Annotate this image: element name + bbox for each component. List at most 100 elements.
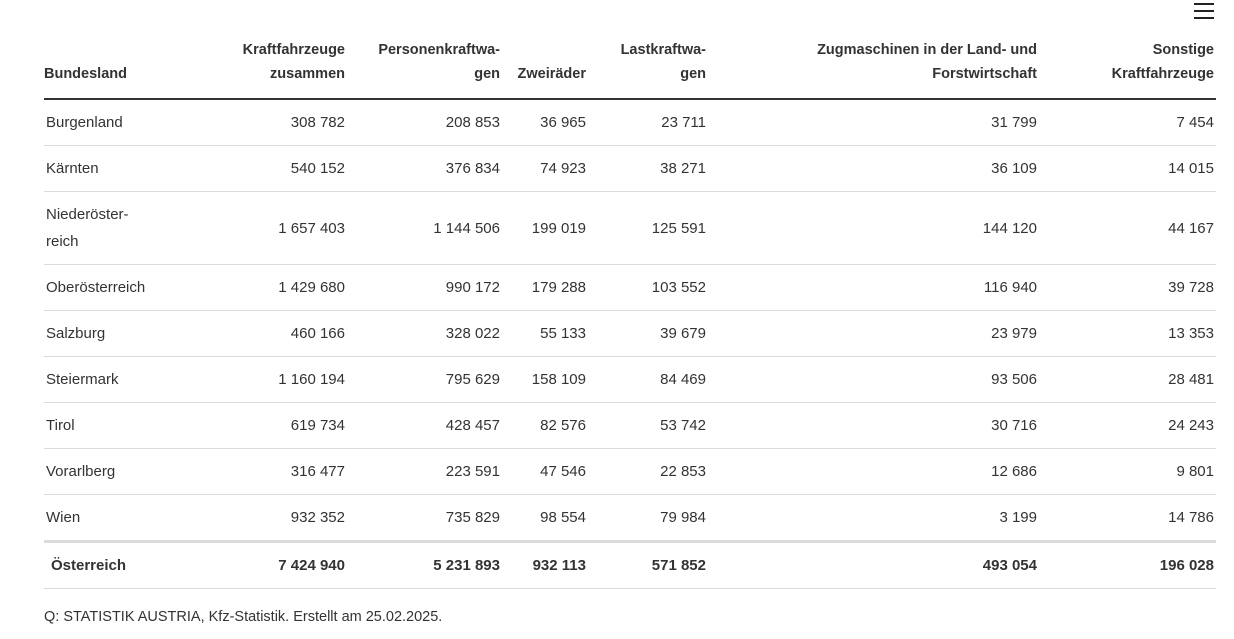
cell-text: Niederöster- (46, 206, 129, 223)
cell-text: Salzburg (46, 325, 106, 342)
value-cell: 1 144 506 (347, 191, 502, 265)
cell-text: reich (46, 233, 79, 250)
total-row: Österreich 7 424 940 5 231 893 932 113 571 8… (44, 540, 1216, 589)
state-name-cell: Niederöster-reich (44, 191, 190, 265)
value-cell: 47 546 (502, 448, 588, 495)
value-cell: 13 353 (1039, 310, 1216, 357)
value-cell: 30 716 (708, 402, 1039, 449)
header-text: gen (474, 66, 500, 82)
value-cell: 55 133 (502, 310, 588, 357)
value-cell: 98 554 (502, 494, 588, 542)
header-text: gen (680, 66, 706, 82)
state-name-cell: Wien (44, 494, 190, 542)
column-header: Sonstige Kraftfahrzeuge (1039, 30, 1216, 100)
table-row: Niederöster-reich 1 657 403 1 144 506 199 0… (44, 191, 1216, 265)
value-cell: 28 481 (1039, 356, 1216, 403)
value-cell: 540 152 (190, 145, 347, 192)
value-cell: 990 172 (347, 264, 502, 311)
value-cell: 7 454 (1039, 99, 1216, 146)
value-cell: 199 019 (502, 191, 588, 265)
header-text: Lastkraftwa- (620, 42, 706, 58)
header-text: Kraftfahrzeuge (1111, 66, 1214, 82)
cell-text: Steiermark (46, 371, 119, 388)
value-cell: 79 984 (588, 494, 708, 542)
value-cell: 74 923 (502, 145, 588, 192)
column-header: Zugmaschinen in der Land- und Forstwirtsc… (708, 30, 1039, 100)
value-cell: 328 022 (347, 310, 502, 357)
cell-text: Wien (46, 509, 81, 526)
value-cell: 460 166 (190, 310, 347, 357)
state-name-cell: Steiermark (44, 356, 190, 403)
header-row: Bundesland Kraftfahrzeuge zusammen Personen… (44, 30, 1216, 100)
value-cell: 932 352 (190, 494, 347, 542)
value-cell: 22 853 (588, 448, 708, 495)
state-name-cell: Kärnten (44, 145, 190, 192)
table-row: Burgenland 308 782 208 853 36 965 23 711 31 7… (44, 99, 1216, 146)
state-name-cell: Vorarlberg (44, 448, 190, 495)
table-header: Bundesland Kraftfahrzeuge zusammen Personen… (44, 30, 1216, 100)
value-cell: 84 469 (588, 356, 708, 403)
value-cell: 12 686 (708, 448, 1039, 495)
value-cell: 223 591 (347, 448, 502, 495)
value-cell: 23 979 (708, 310, 1039, 357)
value-cell: 82 576 (502, 402, 588, 449)
table-row: Wien 932 352 735 829 98 554 79 984 3 199 14 78… (44, 494, 1216, 542)
column-header: Bundesland (44, 30, 190, 100)
value-cell: 308 782 (190, 99, 347, 146)
table-row: Steiermark 1 160 194 795 629 158 109 84 469 9… (44, 356, 1216, 403)
column-header: Zweiräder (502, 30, 588, 100)
cell-text: Kärnten (46, 160, 99, 177)
table-body: Burgenland 308 782 208 853 36 965 23 711 31 7… (44, 99, 1216, 589)
value-cell: 3 199 (708, 494, 1039, 542)
source-note: Q: STATISTIK AUSTRIA, Kfz-Statistik. Ers… (44, 609, 443, 625)
value-cell: 125 591 (588, 191, 708, 265)
header-text: Forstwirtschaft (932, 66, 1037, 82)
cell-text: Burgenland (46, 114, 123, 131)
value-cell: 795 629 (347, 356, 502, 403)
value-cell: 1 657 403 (190, 191, 347, 265)
column-header: Lastkraftwa-gen (588, 30, 708, 100)
state-name-cell: Österreich (44, 540, 190, 589)
state-name-cell: Oberösterreich (44, 264, 190, 311)
value-cell: 9 801 (1039, 448, 1216, 495)
cell-text: Österreich (51, 557, 127, 574)
table-row: Oberösterreich 1 429 680 990 172 179 288 103… (44, 264, 1216, 311)
value-cell: 208 853 (347, 99, 502, 146)
value-cell: 1 429 680 (190, 264, 347, 311)
column-header: Kraftfahrzeuge zusammen (190, 30, 347, 100)
value-cell: 735 829 (347, 494, 502, 542)
vehicle-table: Bundesland Kraftfahrzeuge zusammen Personen… (44, 30, 1216, 589)
value-cell: 93 506 (708, 356, 1039, 403)
hamburger-menu-icon[interactable] (1190, 0, 1218, 24)
value-cell: 14 786 (1039, 494, 1216, 542)
value-cell: 53 742 (588, 402, 708, 449)
value-cell: 7 424 940 (190, 540, 347, 589)
value-cell: 14 015 (1039, 145, 1216, 192)
state-name-cell: Burgenland (44, 99, 190, 146)
cell-text: Tirol (46, 417, 75, 434)
table-row: Tirol 619 734 428 457 82 576 53 742 30 716 24 … (44, 402, 1216, 449)
table-row: Kärnten 540 152 376 834 74 923 38 271 36 109 1… (44, 145, 1216, 192)
value-cell: 179 288 (502, 264, 588, 311)
value-cell: 144 120 (708, 191, 1039, 265)
header-text: Bundesland (44, 66, 127, 82)
header-text: Kraftfahrzeuge (242, 42, 345, 58)
value-cell: 571 852 (588, 540, 708, 589)
value-cell: 23 711 (588, 99, 708, 146)
value-cell: 196 028 (1039, 540, 1216, 589)
header-text: Sonstige (1152, 42, 1214, 58)
value-cell: 39 679 (588, 310, 708, 357)
value-cell: 36 109 (708, 145, 1039, 192)
value-cell: 44 167 (1039, 191, 1216, 265)
value-cell: 932 113 (502, 540, 588, 589)
value-cell: 36 965 (502, 99, 588, 146)
value-cell: 316 477 (190, 448, 347, 495)
header-text: Zweiräder (517, 66, 587, 82)
vehicle-table-container: Bundesland Kraftfahrzeuge zusammen Personen… (44, 30, 1216, 589)
table-row: Vorarlberg 316 477 223 591 47 546 22 853 12 6… (44, 448, 1216, 495)
value-cell: 103 552 (588, 264, 708, 311)
header-text: Zugmaschinen in der Land- und (817, 42, 1037, 58)
value-cell: 116 940 (708, 264, 1039, 311)
value-cell: 619 734 (190, 402, 347, 449)
header-text: Personenkraftwa- (378, 42, 500, 58)
